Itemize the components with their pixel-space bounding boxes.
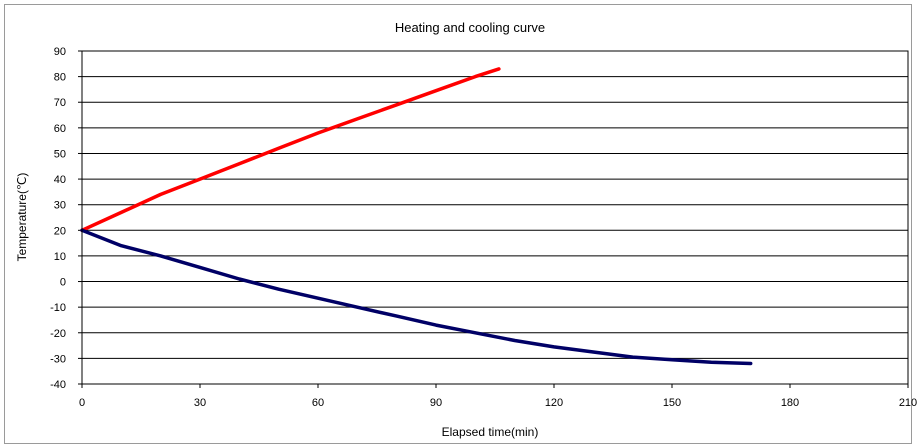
y-tick-label-11: -20 bbox=[50, 328, 66, 340]
y-tick-label-0: 90 bbox=[54, 46, 66, 58]
y-tick-label-10: -10 bbox=[50, 302, 66, 314]
series-line-0 bbox=[80, 67, 501, 233]
y-tick-label-6: 30 bbox=[54, 200, 66, 212]
x-tick-label-5: 150 bbox=[663, 397, 681, 409]
chart-title: Heating and cooling curve bbox=[395, 20, 545, 35]
y-tick-label-13: -40 bbox=[50, 379, 66, 391]
y-tick-label-5: 40 bbox=[54, 174, 66, 186]
y-axis-label: Temperature(℃) bbox=[15, 173, 29, 262]
x-tick-label-4: 120 bbox=[545, 397, 563, 409]
grid-lines bbox=[82, 50, 908, 385]
y-tick-label-7: 20 bbox=[54, 225, 66, 237]
y-tick-label-1: 80 bbox=[54, 72, 66, 84]
y-tick-label-3: 60 bbox=[54, 123, 66, 135]
y-tick-label-12: -30 bbox=[50, 353, 66, 365]
x-tick-label-6: 180 bbox=[781, 397, 799, 409]
chart-frame bbox=[4, 4, 912, 444]
y-tick-label-8: 10 bbox=[54, 251, 66, 263]
x-tick-label-3: 90 bbox=[430, 397, 442, 409]
y-tick-label-2: 70 bbox=[54, 97, 66, 109]
y-tick-label-4: 50 bbox=[54, 148, 66, 160]
data-series bbox=[80, 67, 753, 366]
tick-labels: 90 80 70 60 50 40 30 20 10 0 -10 -20 -30 -40 0 30 60 90 12… bbox=[50, 46, 917, 409]
x-tick-label-7: 210 bbox=[899, 397, 917, 409]
y-tick-label-9: 0 bbox=[60, 277, 66, 289]
x-axis-label: Elapsed time(min) bbox=[442, 425, 539, 439]
x-tick-label-2: 60 bbox=[312, 397, 324, 409]
series-line-1 bbox=[80, 228, 753, 366]
plot-area-border bbox=[81, 50, 909, 385]
x-tick-label-1: 30 bbox=[194, 397, 206, 409]
x-tick-label-0: 0 bbox=[79, 397, 85, 409]
